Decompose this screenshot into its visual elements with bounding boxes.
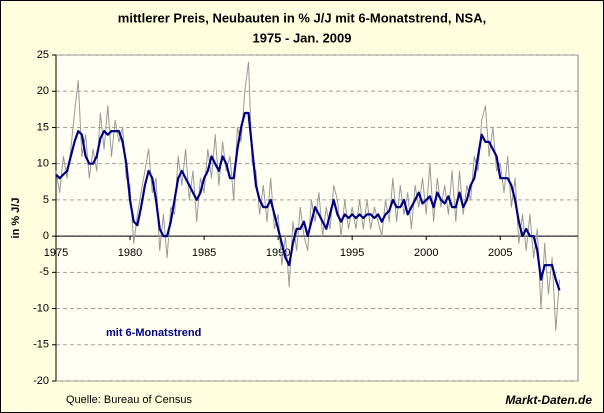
y-axis-label: in % J/J: [10, 198, 22, 239]
chart-title: mittlerer Preis, Neubauten in % J/J mit …: [118, 10, 486, 25]
x-tick-label: 1995: [340, 247, 364, 259]
x-tick-label: 1975: [44, 247, 68, 259]
y-tick-label: 15: [37, 121, 49, 133]
y-tick-label: 5: [43, 194, 49, 206]
y-tick-label: 20: [37, 85, 49, 97]
x-tick-label: 2005: [488, 247, 512, 259]
x-tick-label: 1980: [118, 247, 142, 259]
y-tick-label: -15: [33, 339, 49, 351]
y-tick-label: 0: [43, 230, 49, 242]
y-tick-label: 25: [37, 49, 49, 61]
x-tick-label: 2000: [414, 247, 438, 259]
series-line: [55, 111, 561, 291]
legend-label: mit 6-Monatstrend: [106, 327, 201, 339]
chart-subtitle: 1975 - Jan. 2009: [252, 30, 351, 45]
brand: Markt-Daten.de: [505, 393, 592, 407]
y-tick-label: -5: [39, 266, 49, 278]
plot-area: [55, 54, 579, 382]
series-line: [55, 61, 560, 331]
y-tick-label: -20: [33, 375, 49, 387]
source: Quelle: Bureau of Census: [66, 394, 192, 406]
y-tick-label: -10: [33, 302, 49, 314]
y-tick-label: 10: [37, 158, 49, 170]
x-tick-label: 1985: [192, 247, 216, 259]
